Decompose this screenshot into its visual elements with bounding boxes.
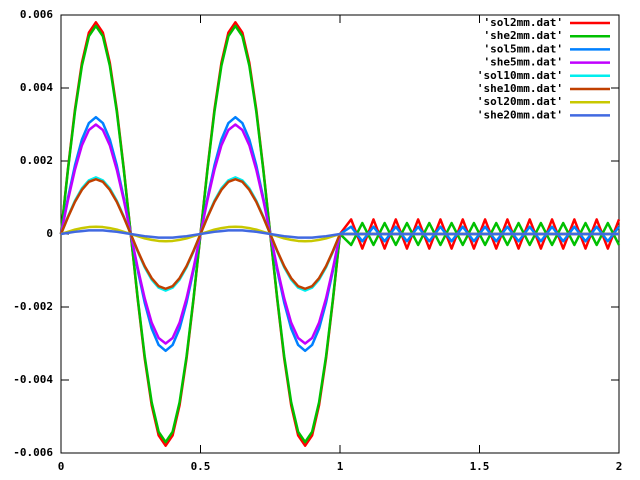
- legend-label: 'sol10mm.dat': [477, 69, 563, 82]
- legend-label: 'she5mm.dat': [484, 56, 563, 69]
- legend-label: 'sol2mm.dat': [484, 16, 563, 29]
- y-tick-label: 0: [46, 227, 53, 240]
- series-line: [59, 24, 621, 444]
- legend-label: 'sol5mm.dat': [484, 42, 563, 55]
- x-tick-label: 1: [337, 460, 344, 473]
- series-line: [60, 229, 619, 239]
- legend-label: 'she20mm.dat': [477, 108, 563, 121]
- x-tick-label: 0: [58, 460, 65, 473]
- y-tick-label: -0.004: [13, 373, 53, 386]
- y-tick-label: 0.006: [20, 8, 53, 21]
- legend-label: 'sol20mm.dat': [477, 95, 563, 108]
- x-tick-label: 0.5: [191, 460, 211, 473]
- x-tick-label: 2: [616, 460, 623, 473]
- y-tick-label: 0.002: [20, 154, 53, 167]
- legend-label: 'she2mm.dat': [484, 29, 563, 42]
- legend-label: 'she10mm.dat': [477, 82, 563, 95]
- y-tick-label: -0.006: [13, 446, 53, 459]
- y-tick-label: 0.004: [20, 81, 53, 94]
- y-tick-label: -0.002: [13, 300, 53, 313]
- x-tick-label: 1.5: [470, 460, 490, 473]
